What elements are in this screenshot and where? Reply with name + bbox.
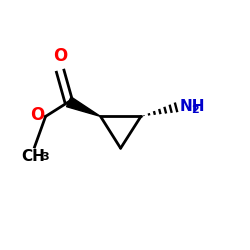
Polygon shape bbox=[66, 97, 100, 116]
Text: NH: NH bbox=[180, 99, 206, 114]
Text: O: O bbox=[30, 106, 44, 124]
Text: 2: 2 bbox=[191, 104, 199, 115]
Text: O: O bbox=[53, 47, 67, 65]
Text: CH: CH bbox=[22, 150, 45, 164]
Text: 3: 3 bbox=[41, 152, 49, 162]
